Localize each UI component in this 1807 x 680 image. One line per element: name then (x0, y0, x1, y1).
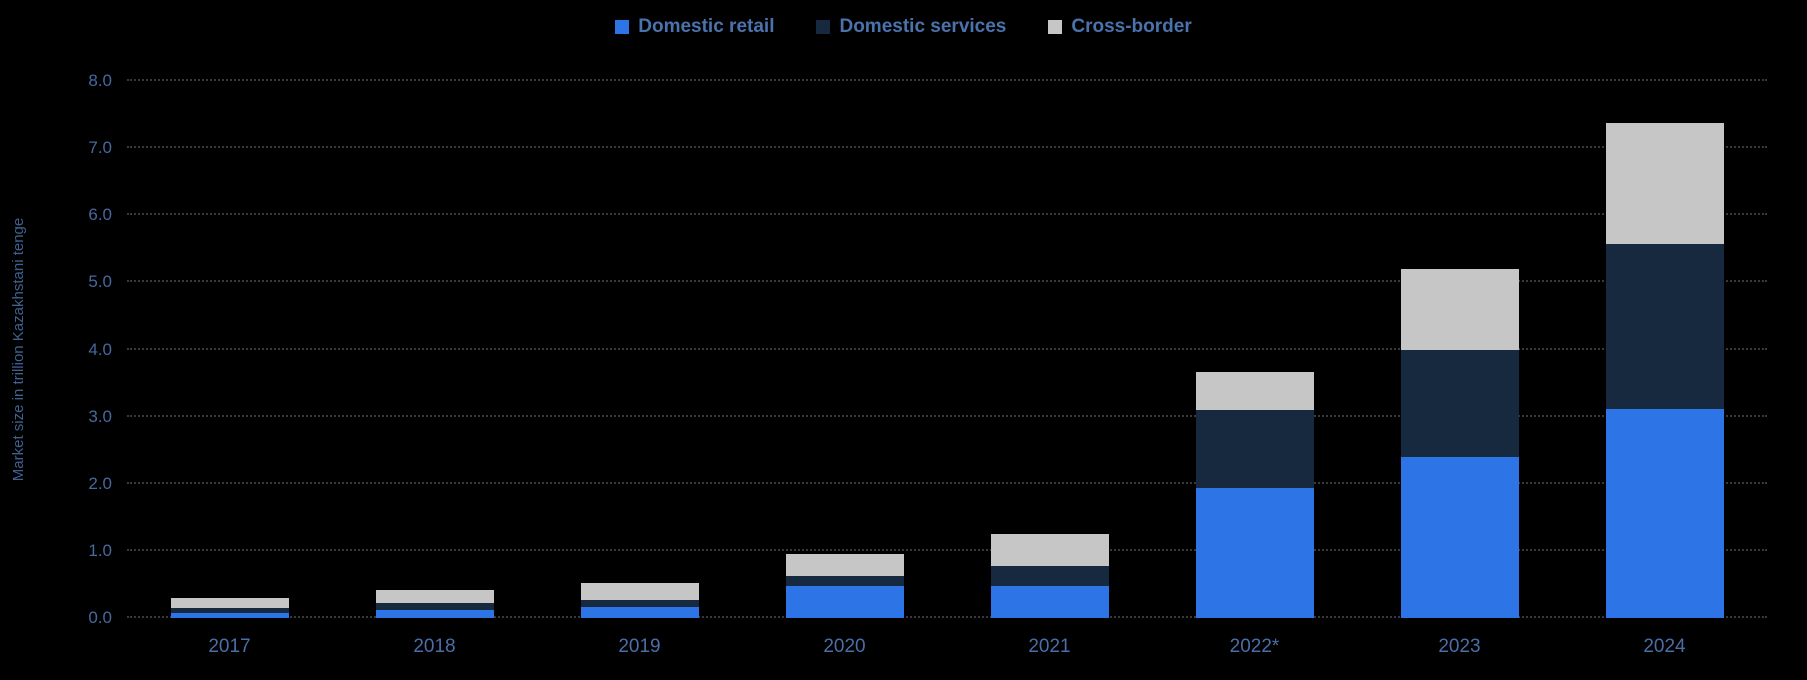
y-tick-label: 8.0 (88, 71, 112, 90)
legend-swatch-domestic-services (816, 20, 831, 34)
gridline (127, 213, 1767, 216)
legend-label-domestic-retail: Domestic retail (638, 16, 775, 37)
y-tick-label: 2.0 (88, 473, 112, 493)
bar-segment-cross-border[interactable] (580, 583, 699, 600)
bar-group-2020 (742, 81, 947, 618)
y-tick-label: 1.0 (88, 540, 112, 560)
bar-stack (375, 81, 494, 618)
bar-segment-domestic-retail[interactable] (1195, 488, 1314, 618)
bar-stack (785, 81, 904, 618)
bar-group-2023 (1357, 81, 1562, 618)
y-axis-tick-labels: 0.0 1.0 2.0 3.0 4.0 5.0 6.0 7.0 8.0 (30, 71, 120, 627)
bars-container (127, 81, 1767, 618)
legend-item-domestic-services: Domestic services (816, 16, 1006, 38)
y-tick-label: 4.0 (88, 339, 112, 359)
x-tick-label: 2024 (1643, 636, 1686, 657)
gridline (127, 79, 1767, 81)
gridline (127, 481, 1767, 484)
bar-stack (1400, 81, 1519, 618)
bar-stack (1195, 81, 1314, 618)
y-axis-title-text: Market size in trillion Kazakhstani teng… (10, 217, 28, 482)
y-tick-label: 5.0 (88, 272, 112, 292)
legend-label-domestic-services: Domestic services (839, 16, 1007, 37)
x-tick-label: 2020 (823, 636, 866, 657)
bar-segment-domestic-retail[interactable] (990, 586, 1109, 618)
x-tick-label: 2019 (618, 636, 661, 657)
bar-segment-cross-border[interactable] (990, 534, 1109, 566)
legend-label-cross-border: Cross-border (1071, 16, 1192, 37)
y-tick-label: 0.0 (88, 608, 112, 627)
bar-segment-cross-border[interactable] (1195, 371, 1314, 410)
bar-segment-domestic-services[interactable] (990, 565, 1109, 587)
legend-swatch-domestic-retail (615, 20, 630, 34)
bar-group-2019 (537, 81, 742, 618)
bar-group-2017 (127, 81, 332, 618)
legend-item-domestic-retail: Domestic retail (615, 16, 774, 38)
bar-stack (1605, 81, 1724, 618)
bar-segment-cross-border[interactable] (1605, 123, 1724, 245)
bar-segment-domestic-services[interactable] (1400, 349, 1519, 457)
x-tick-label: 2021 (1028, 636, 1071, 657)
bar-group-2022 (1152, 81, 1357, 618)
bar-segment-domestic-services[interactable] (1195, 409, 1314, 489)
bar-segment-domestic-services[interactable] (170, 607, 289, 613)
y-tick-label: 3.0 (88, 406, 112, 426)
chart-legend: Domestic retail Domestic services Cross-… (0, 16, 1807, 38)
bar-stack (170, 81, 289, 618)
bar-group-2024 (1562, 81, 1767, 618)
gridline (127, 280, 1767, 283)
bar-segment-domestic-retail[interactable] (1605, 408, 1724, 618)
bar-segment-cross-border[interactable] (785, 554, 904, 577)
gridline (127, 414, 1767, 417)
x-tick-label: 2022* (1229, 636, 1280, 657)
plot-area (127, 79, 1767, 618)
bar-segment-domestic-retail[interactable] (785, 585, 904, 618)
bar-segment-domestic-services[interactable] (1605, 244, 1724, 409)
x-axis-tick-labels: 2017 2018 2019 2020 2021 2022* 2023 2024 (127, 636, 1767, 658)
bar-segment-domestic-services[interactable] (580, 599, 699, 607)
bar-segment-domestic-retail[interactable] (1400, 456, 1519, 618)
x-tick-label: 2023 (1438, 636, 1481, 657)
gridline (127, 548, 1767, 551)
bar-stack (990, 81, 1109, 618)
gridline (127, 347, 1767, 350)
gridline (127, 616, 1767, 618)
bar-segment-domestic-services[interactable] (375, 603, 494, 610)
x-tick-label: 2017 (208, 636, 251, 657)
bar-group-2021 (947, 81, 1152, 618)
bar-segment-domestic-retail[interactable] (375, 609, 494, 618)
y-tick-label: 7.0 (88, 138, 112, 158)
bar-segment-cross-border[interactable] (375, 589, 494, 604)
bar-segment-cross-border[interactable] (1400, 268, 1519, 350)
bar-stack (580, 81, 699, 618)
bar-segment-cross-border[interactable] (170, 597, 289, 608)
y-tick-label: 6.0 (88, 205, 112, 225)
gridline (127, 146, 1767, 149)
legend-item-cross-border: Cross-border (1048, 16, 1192, 38)
bar-segment-domestic-services[interactable] (785, 576, 904, 586)
x-tick-label: 2018 (413, 636, 456, 657)
bar-segment-domestic-retail[interactable] (580, 606, 699, 618)
legend-swatch-cross-border (1048, 20, 1063, 34)
bar-group-2018 (332, 81, 537, 618)
bar-segment-domestic-retail[interactable] (170, 612, 289, 618)
